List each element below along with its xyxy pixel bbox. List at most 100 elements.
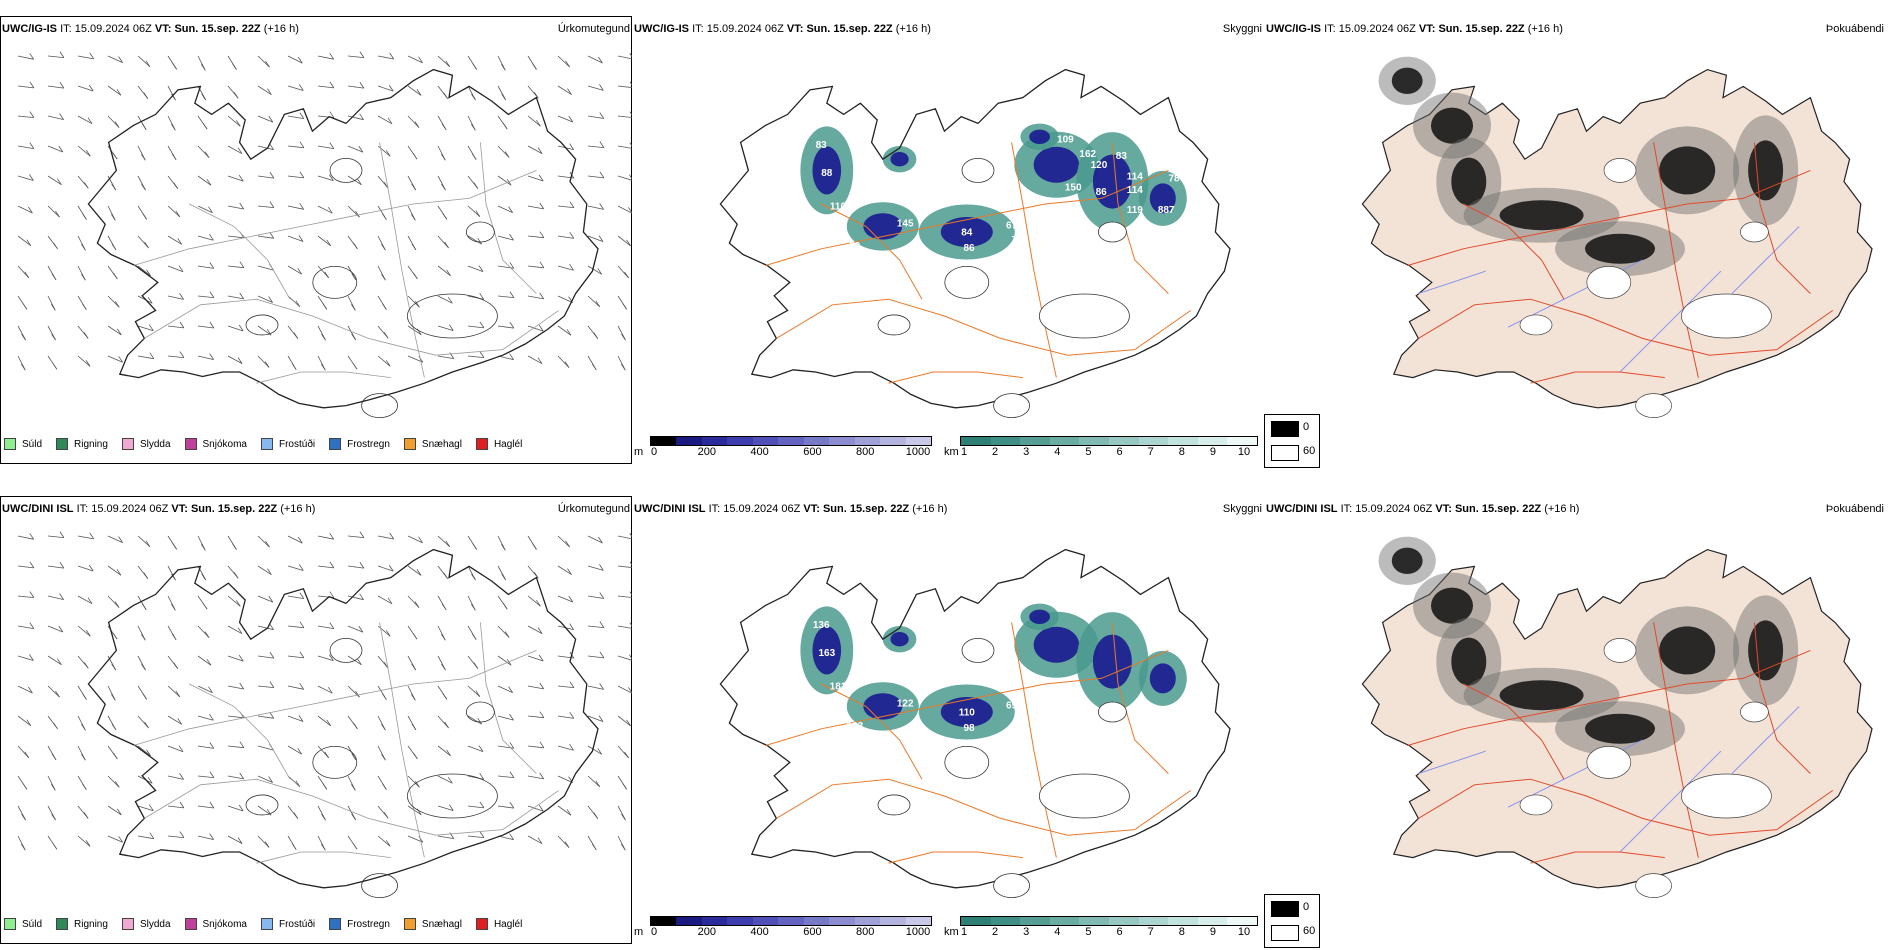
wind-barb-tick xyxy=(239,741,245,748)
wind-barb-tick xyxy=(329,532,335,540)
wind-barb-tick xyxy=(357,178,362,186)
wind-barb-tick xyxy=(351,753,357,761)
road-line xyxy=(1462,683,1565,780)
it-value: 15.09.2024 06Z xyxy=(706,23,784,35)
wind-barb-tick xyxy=(28,206,33,214)
precip-legend-label: Frostregn xyxy=(347,918,390,930)
precip-legend-swatch xyxy=(260,438,273,450)
wind-barb xyxy=(407,55,423,64)
wind-barb-tick xyxy=(83,182,89,189)
wind-barb-tick xyxy=(471,93,476,101)
wind-barb xyxy=(407,355,423,363)
wind-barb xyxy=(347,535,364,538)
wind-barb xyxy=(287,55,303,64)
wind-barb-tick xyxy=(359,561,365,569)
wind-barb-tick xyxy=(116,89,122,96)
wind-barb xyxy=(167,835,184,838)
wind-barb xyxy=(197,685,213,694)
colorbar-segment xyxy=(803,437,830,445)
wind-barb xyxy=(377,835,391,847)
road-line xyxy=(1011,622,1057,858)
glacier-area xyxy=(1519,314,1553,336)
wind-barb-tick xyxy=(85,360,91,367)
wind-barb-tick xyxy=(445,60,451,68)
wind-barb-tick xyxy=(146,749,151,757)
cloud-base-panel: UWC/IG-IS IT: 15.09.2024 06Z VT: Sun. 15… xyxy=(632,16,1264,464)
precip-legend-label: Frostúði xyxy=(278,918,316,930)
wind-barb-tick xyxy=(413,272,418,280)
wind-barb-tick xyxy=(116,328,122,336)
wind-barb-tick xyxy=(441,603,447,611)
wind-barb-tick xyxy=(359,81,365,89)
wind-barb-tick xyxy=(537,147,543,154)
wind-barb xyxy=(497,805,514,809)
lead-time: (+16 h) xyxy=(280,503,316,515)
wind-barb-tick xyxy=(351,273,357,281)
wind-barb-tick xyxy=(443,572,449,579)
iceland-outline xyxy=(719,548,1231,889)
wind-barb-tick xyxy=(355,210,360,218)
wind-barb xyxy=(527,835,543,845)
wind-barb-tick xyxy=(267,88,272,95)
wind-barb xyxy=(557,565,572,575)
wind-barb-tick xyxy=(629,81,632,86)
wind-barb xyxy=(377,595,393,605)
panel-title: Úrkomutegund xyxy=(557,503,630,515)
wind-barb xyxy=(467,715,482,725)
vt-label: VT: xyxy=(803,503,820,515)
glaciers xyxy=(245,637,498,899)
wind-barb-tick xyxy=(389,532,395,540)
wind-barb xyxy=(137,355,154,360)
precip-legend-swatch xyxy=(121,918,134,930)
roads xyxy=(133,622,560,864)
wind-barb-tick xyxy=(264,841,270,848)
wind-barb-tick xyxy=(148,324,154,331)
height-value-label: 78 xyxy=(1168,174,1180,185)
wind-barb-tick xyxy=(593,812,599,819)
wind-barb xyxy=(197,235,214,241)
wind-barb-tick xyxy=(178,745,184,752)
wind-barb-tick xyxy=(471,573,476,581)
wind-barb-tick xyxy=(473,182,479,189)
wind-barb-tick xyxy=(299,203,305,210)
wind-barb xyxy=(107,115,120,128)
precip-legend-label: Frostregn xyxy=(347,438,390,450)
precip-legend-swatch xyxy=(56,918,69,930)
wind-barb-tick xyxy=(595,780,601,788)
wind-barb xyxy=(317,205,333,214)
precip-legend-label: Snæhagl xyxy=(421,918,462,930)
wind-barb-tick xyxy=(206,179,212,186)
wind-barb-tick xyxy=(444,721,449,729)
height-value-label: 110 xyxy=(959,707,976,718)
wind-barb-tick xyxy=(202,602,208,610)
precip-legend-item: Súld xyxy=(4,918,42,930)
colorbar-segment xyxy=(1108,437,1139,445)
wind-barb-tick xyxy=(537,837,543,844)
wind-barb-tick xyxy=(569,712,575,719)
wind-barb-tick xyxy=(359,113,364,120)
road-line xyxy=(480,142,537,294)
wind-barb-tick xyxy=(351,333,357,341)
wind-barb-tick xyxy=(145,60,151,67)
wind-barb xyxy=(317,565,334,569)
fog-areas xyxy=(1378,56,1799,277)
height-value-label: 69 xyxy=(1006,701,1018,712)
height-value-label: 114 xyxy=(1127,185,1144,196)
colorbar-tick-label: 4 xyxy=(1054,926,1061,938)
wind-barb-tick xyxy=(383,812,389,819)
wind-barb-tick xyxy=(411,723,417,731)
wind-barb-tick xyxy=(411,243,417,251)
height-value-label: 83 xyxy=(816,140,828,151)
wind-barb-tick xyxy=(141,603,147,611)
wind-barb-tick xyxy=(539,711,545,718)
precip-legend-swatch xyxy=(329,918,342,930)
wind-barb xyxy=(617,205,632,214)
wind-barb xyxy=(287,115,304,119)
wind-barb xyxy=(17,175,34,181)
wind-barb-tick xyxy=(268,115,274,123)
wind-barb xyxy=(227,655,244,662)
fog-panel: UWC/DINI ISL IT: 15.09.2024 06Z VT: Sun.… xyxy=(1264,496,1900,948)
wind-barb-tick xyxy=(58,625,64,633)
wind-barb xyxy=(257,775,273,783)
wind-barb-tick xyxy=(118,356,124,363)
